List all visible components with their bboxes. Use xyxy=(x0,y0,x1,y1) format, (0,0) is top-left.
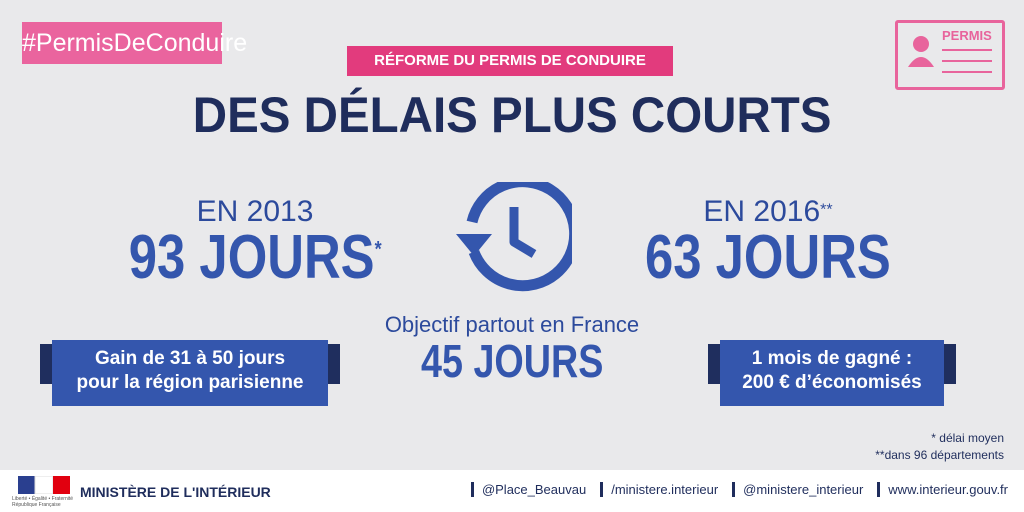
center-days: 45 JOURS xyxy=(420,335,604,387)
right-mark: ** xyxy=(820,201,833,219)
website-link[interactable]: www.interieur.gouv.fr xyxy=(877,482,1008,497)
social-links: @Place_Beauvau /ministere.interieur @min… xyxy=(470,482,1008,497)
left-badge-line: pour la région parisienne xyxy=(76,372,304,393)
clock-icon xyxy=(456,182,572,292)
center-caption: Objectif partout en France xyxy=(384,312,640,337)
right-badge-line: 200 € d’économisés xyxy=(742,372,922,393)
right-badge-line: 1 mois de gagné : xyxy=(751,348,913,369)
left-badge: Gain de 31 à 50 jours pour la région par… xyxy=(40,340,340,406)
card-avatar xyxy=(908,36,934,67)
left-badge-line: Gain de 31 à 50 jours xyxy=(94,348,286,369)
footnotes: * délai moyen **dans 96 départements xyxy=(875,430,1004,464)
logo-text: Liberté • Égalité • Fraternité Républiqu… xyxy=(12,496,73,508)
ministry: MINISTÈRE DE L'INTÉRIEUR xyxy=(80,484,271,500)
center-days-wrap: 45 JOURS xyxy=(362,334,662,388)
logo-republic: République Française xyxy=(12,502,61,508)
twitter-link[interactable]: @Place_Beauvau xyxy=(470,482,586,497)
logo-motto: Liberté • Égalité • Fraternité xyxy=(12,496,74,502)
left-year: EN 2013 xyxy=(196,195,314,228)
right-days: 63 JOURS xyxy=(645,223,891,292)
flag-logo xyxy=(18,476,70,494)
title-wrap: DES DÉLAIS PLUS COURTS xyxy=(0,86,1024,144)
instagram-link[interactable]: @ministere_interieur xyxy=(732,482,863,497)
license-card: PERMIS xyxy=(895,20,1005,90)
right-badge: 1 mois de gagné : 200 € d’économisés xyxy=(708,340,956,406)
banner: RÉFORME DU PERMIS DE CONDUIRE xyxy=(347,46,673,76)
footnote: * délai moyen xyxy=(931,431,1004,445)
card-label: PERMIS xyxy=(942,28,992,43)
right-year: EN 2016 xyxy=(703,195,821,228)
left-mark: * xyxy=(374,236,382,262)
footer: Liberté • Égalité • Fraternité Républiqu… xyxy=(0,470,1024,512)
right-days-wrap: 63 JOURS xyxy=(608,222,928,293)
title: DES DÉLAIS PLUS COURTS xyxy=(192,87,832,143)
hashtag[interactable]: #PermisDeConduire xyxy=(22,22,247,64)
left-days: 93 JOURS xyxy=(128,223,375,292)
left-days-wrap: 93 JOURS* xyxy=(95,222,415,293)
right-year-wrap: EN 2016** xyxy=(618,195,918,229)
facebook-link[interactable]: /ministere.interieur xyxy=(600,482,718,497)
footnote: **dans 96 départements xyxy=(875,448,1004,462)
